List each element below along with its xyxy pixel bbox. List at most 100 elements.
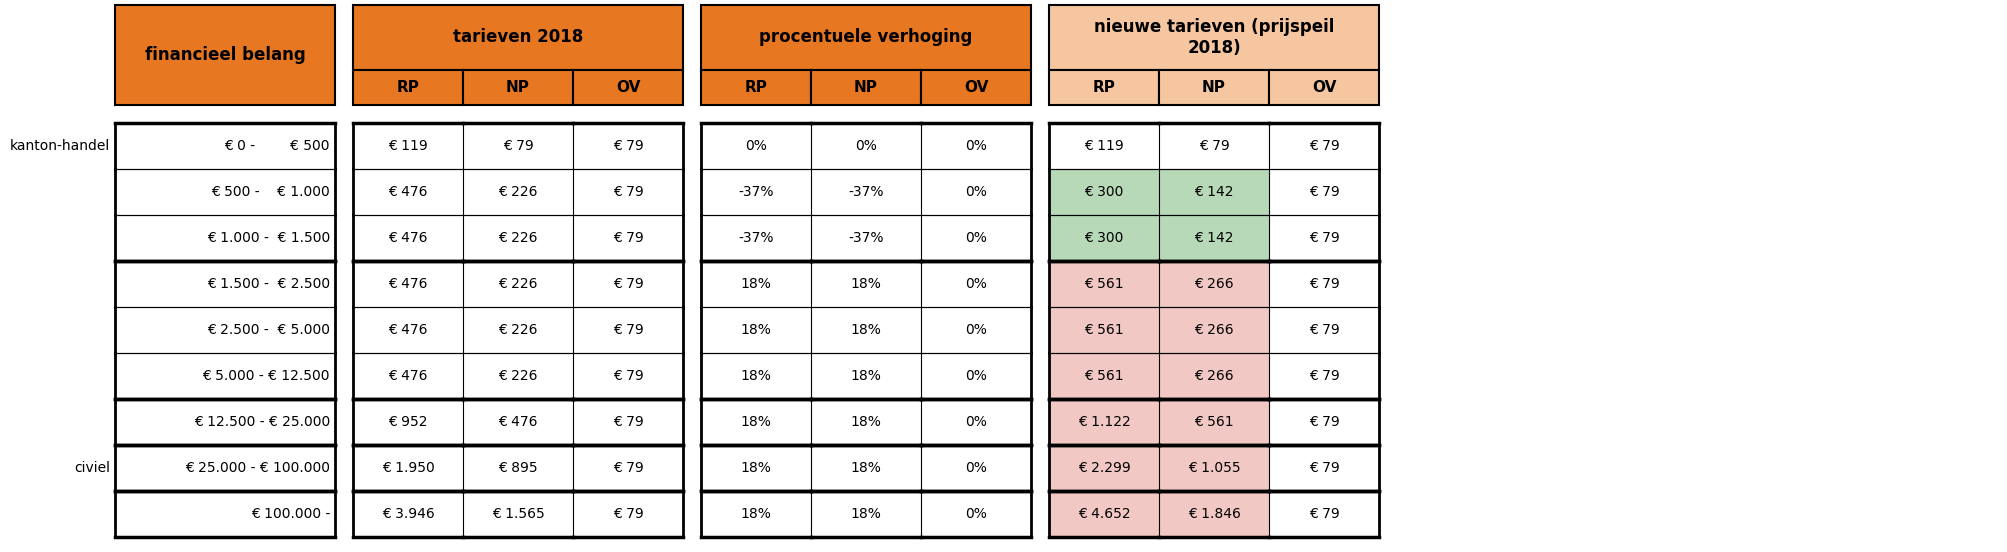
Text: € 79: € 79 (1309, 139, 1339, 153)
Bar (114, 123, 335, 169)
Bar (1158, 123, 1268, 169)
Bar (1268, 123, 1379, 169)
Text: € 12.500 - € 25.000: € 12.500 - € 25.000 (193, 415, 329, 429)
Bar (1158, 445, 1268, 491)
Text: kanton-handel: kanton-handel (10, 139, 110, 153)
Bar (353, 445, 464, 491)
Text: procentuele verhoging: procentuele verhoging (759, 29, 971, 46)
Text: 18%: 18% (851, 461, 881, 475)
Bar (114, 5, 335, 105)
Bar (921, 307, 1030, 353)
Text: € 79: € 79 (1309, 461, 1339, 475)
Text: 0%: 0% (965, 231, 987, 245)
Bar (811, 261, 921, 307)
Text: € 79: € 79 (1198, 139, 1228, 153)
Text: -37%: -37% (739, 185, 773, 199)
Bar (1158, 353, 1268, 399)
Text: NP: NP (1202, 80, 1226, 95)
Bar (811, 169, 921, 215)
Bar (353, 123, 464, 169)
Text: 18%: 18% (851, 323, 881, 337)
Text: € 79: € 79 (612, 231, 642, 245)
Text: € 79: € 79 (1309, 369, 1339, 383)
Text: € 476: € 476 (387, 185, 427, 199)
Bar (464, 169, 572, 215)
Text: € 79: € 79 (612, 461, 642, 475)
Text: RP: RP (745, 80, 767, 95)
Text: € 100.000 -: € 100.000 - (251, 507, 329, 521)
Text: € 79: € 79 (612, 139, 642, 153)
Text: € 79: € 79 (502, 139, 534, 153)
Text: -37%: -37% (847, 231, 883, 245)
Text: € 2.299: € 2.299 (1078, 461, 1130, 475)
Text: 0%: 0% (745, 139, 767, 153)
Bar (572, 123, 682, 169)
Text: € 226: € 226 (498, 369, 538, 383)
Bar (921, 169, 1030, 215)
Text: € 476: € 476 (387, 231, 427, 245)
Text: 0%: 0% (965, 461, 987, 475)
Text: RP: RP (395, 80, 419, 95)
Text: € 226: € 226 (498, 277, 538, 291)
Text: civiel: civiel (74, 461, 110, 475)
Bar (1268, 491, 1379, 537)
Text: 0%: 0% (965, 323, 987, 337)
Bar (811, 215, 921, 261)
Bar (1268, 445, 1379, 491)
Text: € 1.000 -  € 1.500: € 1.000 - € 1.500 (207, 231, 329, 245)
Text: € 500 -    € 1.000: € 500 - € 1.000 (211, 185, 329, 199)
Bar (464, 261, 572, 307)
Bar (1268, 307, 1379, 353)
Text: 0%: 0% (965, 507, 987, 521)
Text: € 79: € 79 (1309, 323, 1339, 337)
Bar (572, 169, 682, 215)
Text: RP: RP (1092, 80, 1114, 95)
Text: € 0 -        € 500: € 0 - € 500 (225, 139, 329, 153)
Bar (353, 491, 464, 537)
Bar (1048, 399, 1158, 445)
Text: € 561: € 561 (1194, 415, 1232, 429)
Text: 18%: 18% (851, 277, 881, 291)
Bar (572, 70, 682, 105)
Bar (353, 5, 682, 70)
Text: € 2.500 -  € 5.000: € 2.500 - € 5.000 (207, 323, 329, 337)
Text: € 25.000 - € 100.000: € 25.000 - € 100.000 (185, 461, 329, 475)
Text: € 79: € 79 (612, 415, 642, 429)
Text: € 1.500 -  € 2.500: € 1.500 - € 2.500 (207, 277, 329, 291)
Text: 18%: 18% (851, 369, 881, 383)
Bar (114, 399, 335, 445)
Bar (921, 261, 1030, 307)
Bar (921, 399, 1030, 445)
Text: OV: OV (963, 80, 987, 95)
Text: -37%: -37% (739, 231, 773, 245)
Bar (114, 169, 335, 215)
Text: 18%: 18% (741, 415, 771, 429)
Bar (811, 70, 921, 105)
Bar (811, 123, 921, 169)
Bar (464, 353, 572, 399)
Bar (114, 307, 335, 353)
Bar (1158, 215, 1268, 261)
Text: € 226: € 226 (498, 231, 538, 245)
Text: 18%: 18% (741, 507, 771, 521)
Bar (811, 307, 921, 353)
Bar (921, 491, 1030, 537)
Bar (353, 307, 464, 353)
Text: € 3.946: € 3.946 (381, 507, 434, 521)
Bar (572, 261, 682, 307)
Bar (1048, 307, 1158, 353)
Bar (1158, 491, 1268, 537)
Bar (572, 445, 682, 491)
Bar (1048, 353, 1158, 399)
Text: 18%: 18% (741, 369, 771, 383)
Bar (464, 215, 572, 261)
Bar (114, 491, 335, 537)
Text: OV: OV (616, 80, 640, 95)
Text: € 476: € 476 (387, 369, 427, 383)
Bar (1268, 70, 1379, 105)
Bar (811, 491, 921, 537)
Bar (572, 353, 682, 399)
Bar (700, 353, 811, 399)
Bar (700, 123, 811, 169)
Bar (114, 261, 335, 307)
